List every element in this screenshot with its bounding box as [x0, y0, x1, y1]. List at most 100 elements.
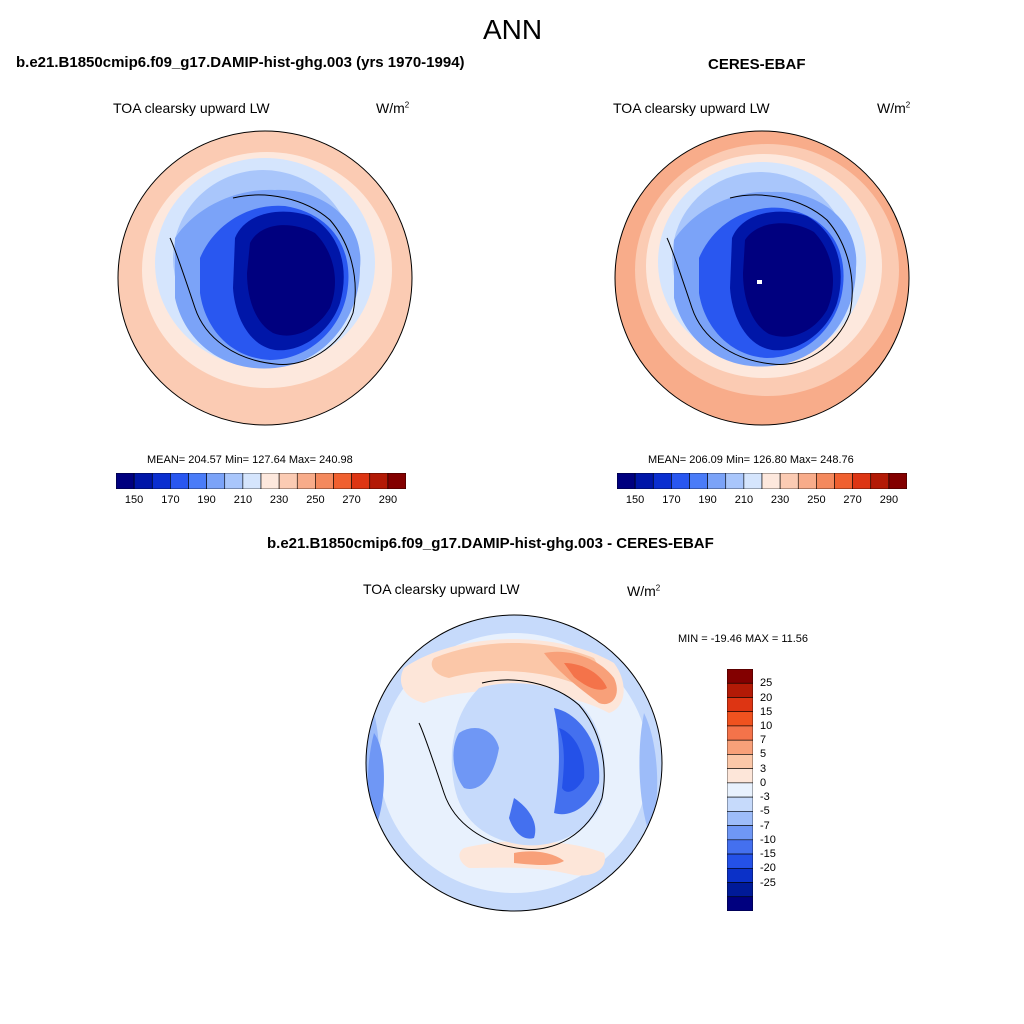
colorbar-swatch [743, 473, 763, 489]
colorbar-swatch [707, 473, 727, 489]
diff-units-label: W/m2 [627, 583, 661, 599]
colorbar-tick-label: 190 [197, 494, 216, 506]
colorbar-tick-label: -20 [760, 862, 776, 875]
colorbar-swatch [652, 473, 672, 489]
colorbar-swatch [224, 473, 244, 489]
colorbar-tick-label: 230 [770, 494, 790, 506]
diff-colorbar [727, 669, 753, 911]
model-polar-map [117, 130, 413, 426]
diff-panel-header: b.e21.B1850cmip6.f09_g17.DAMIP-hist-ghg.… [267, 535, 714, 552]
colorbar-tick-label: 25 [760, 677, 773, 690]
colorbar-tick-label: 210 [734, 494, 754, 506]
colorbar-swatch [727, 669, 753, 684]
colorbar-tick-label: 290 [378, 494, 398, 506]
colorbar-tick-label: -10 [760, 833, 776, 846]
colorbar-swatch [369, 473, 389, 489]
colorbar-swatch [779, 473, 799, 489]
colorbar-swatch [351, 473, 371, 489]
colorbar-swatch [727, 754, 753, 769]
colorbar-tick-label: 5 [760, 748, 767, 761]
colorbar-tick-label: 3 [760, 762, 767, 775]
colorbar-swatch [188, 473, 207, 489]
colorbar-tick-label: 15 [760, 705, 773, 718]
colorbar-swatch [170, 473, 189, 489]
colorbar-tick-label: 170 [161, 494, 180, 506]
colorbar-swatch [727, 711, 753, 727]
colorbar-tick-label: -25 [760, 876, 776, 889]
colorbar-swatch [296, 473, 316, 489]
colorbar-swatch [727, 896, 753, 911]
colorbar-swatch [727, 811, 753, 826]
colorbar-swatch [617, 473, 636, 489]
colorbar-swatch [315, 473, 334, 489]
colorbar-tick-label: -5 [760, 805, 770, 818]
obs-panel-header: CERES-EBAF [708, 56, 806, 73]
colorbar-swatch [116, 473, 135, 489]
colorbar-swatch [242, 473, 262, 489]
obs-units-label: W/m2 [877, 100, 911, 116]
colorbar-swatch [834, 473, 853, 489]
colorbar-swatch [278, 473, 298, 489]
colorbar-tick-label: 230 [269, 494, 289, 506]
colorbar-swatch [888, 473, 907, 489]
colorbar-tick-label: 270 [342, 494, 361, 506]
colorbar-swatch [852, 473, 872, 489]
colorbar-swatch [727, 725, 753, 741]
colorbar-tick-label: 250 [306, 494, 325, 506]
colorbar-swatch [727, 782, 753, 798]
colorbar-swatch [387, 473, 406, 489]
model-colorbar [116, 473, 406, 489]
page-title: ANN [483, 14, 543, 45]
colorbar-swatch [727, 853, 753, 869]
colorbar-swatch [133, 473, 153, 489]
diff-stats: MIN = -19.46 MAX = 11.56 [678, 633, 809, 645]
colorbar-tick-label: 210 [233, 494, 253, 506]
colorbar-tick-label: 270 [843, 494, 862, 506]
model-stats: MEAN= 204.57 Min= 127.64 Max= 240.98 [147, 454, 353, 466]
obs-stats: MEAN= 206.09 Min= 126.80 Max= 248.76 [648, 454, 854, 466]
colorbar-swatch [727, 796, 753, 812]
colorbar-swatch [333, 473, 352, 489]
colorbar-swatch [671, 473, 690, 489]
colorbar-swatch [727, 825, 753, 841]
colorbar-swatch [725, 473, 745, 489]
colorbar-swatch [870, 473, 890, 489]
colorbar-tick-label: -7 [760, 819, 770, 832]
colorbar-swatch [727, 839, 753, 855]
colorbar-tick-label: -3 [760, 791, 770, 804]
colorbar-tick-label: 150 [124, 494, 144, 506]
colorbar-tick-label: 170 [662, 494, 681, 506]
colorbar-tick-label: 150 [625, 494, 645, 506]
colorbar-swatch [260, 473, 280, 489]
diff-colorbar-ticks: 25 20 15 10 7 5 3 0 -3 -5 -7 -10 -15 -20… [760, 669, 800, 911]
colorbar-swatch [727, 682, 753, 698]
colorbar-tick-label: 10 [760, 719, 773, 732]
colorbar-swatch [727, 697, 753, 713]
model-panel-header: b.e21.B1850cmip6.f09_g17.DAMIP-hist-ghg.… [16, 54, 465, 71]
model-units-label: W/m2 [376, 100, 410, 116]
obs-polar-map [614, 130, 910, 426]
colorbar-swatch [797, 473, 817, 489]
diff-polar-map [365, 614, 663, 912]
colorbar-swatch [727, 739, 753, 755]
colorbar-tick-label: 250 [807, 494, 826, 506]
colorbar-swatch [151, 473, 171, 489]
colorbar-tick-label: 0 [760, 776, 767, 789]
diff-variable-label: TOA clearsky upward LW [363, 581, 520, 597]
colorbar-swatch [727, 867, 753, 883]
colorbar-swatch [727, 882, 753, 898]
colorbar-tick-label: 20 [760, 691, 773, 704]
colorbar-tick-label: 190 [698, 494, 717, 506]
colorbar-swatch [206, 473, 226, 489]
obs-variable-label: TOA clearsky upward LW [613, 100, 770, 116]
colorbar-swatch [727, 768, 753, 784]
model-variable-label: TOA clearsky upward LW [113, 100, 270, 116]
colorbar-tick-label: 7 [760, 734, 767, 747]
colorbar-swatch [761, 473, 781, 489]
colorbar-tick-label: 290 [879, 494, 899, 506]
colorbar-swatch [634, 473, 654, 489]
colorbar-tick-label: -15 [760, 848, 776, 861]
colorbar-swatch [689, 473, 708, 489]
colorbar-swatch [816, 473, 835, 489]
obs-colorbar [617, 473, 907, 489]
